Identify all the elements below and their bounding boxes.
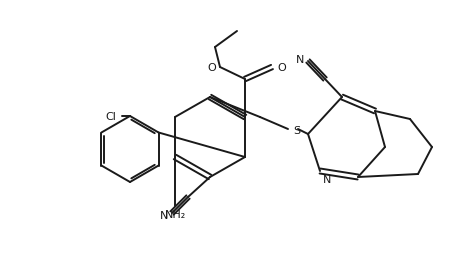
Text: O: O [277,63,286,73]
Text: S: S [293,125,300,135]
Text: N: N [296,55,304,65]
Text: O: O [207,63,216,73]
Text: N: N [160,210,168,220]
Text: N: N [323,174,331,184]
Text: NH₂: NH₂ [165,209,186,219]
Text: Cl: Cl [105,112,116,121]
